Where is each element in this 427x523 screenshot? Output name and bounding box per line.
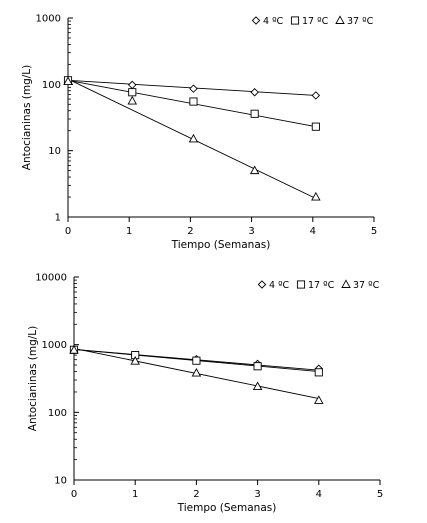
legend-marker-triangle <box>335 15 345 24</box>
y-axis-title: Antocianinas (mg/L) <box>27 326 39 431</box>
chart-bottom: 10 100 1000 10000 0 1 2 3 4 5 Tiempo (Semanas) Anto… <box>27 273 383 515</box>
legend-label: 4 ºC <box>269 280 290 291</box>
y-tick-label: 10 <box>48 146 61 157</box>
legend-label: 17 ºC <box>308 280 335 291</box>
data-point-triangle <box>188 133 199 143</box>
data-point-triangle <box>191 367 202 377</box>
y-tick-label: 1 <box>55 213 61 224</box>
y-tick-label: 100 <box>42 80 61 91</box>
legend-label: 17 ºC <box>302 16 329 27</box>
y-tick-label: 10000 <box>35 273 67 284</box>
data-point-diamond <box>189 84 198 93</box>
data-point-triangle <box>127 95 138 105</box>
x-tick-label: 1 <box>132 489 138 500</box>
x-axis-title: Tiempo (Semanas) <box>171 239 271 251</box>
data-point-triangle <box>249 165 260 175</box>
x-tick-label: 5 <box>377 489 383 500</box>
legend-marker-triangle <box>341 279 351 288</box>
data-point-square <box>253 362 262 371</box>
legend-marker-diamond <box>251 16 261 25</box>
data-point-triangle <box>311 191 321 201</box>
data-point-triangle <box>63 76 73 86</box>
y-tick-label: 1000 <box>36 14 61 25</box>
x-axis-title: Tiempo (Semanas) <box>177 502 277 514</box>
data-point-square <box>189 97 198 106</box>
legend-marker-diamond <box>257 280 267 289</box>
x-tick-label: 3 <box>248 226 254 237</box>
data-point-square <box>128 88 137 97</box>
legend-marker-square <box>290 16 300 25</box>
x-tick-label: 5 <box>371 226 377 237</box>
data-point-triangle <box>130 356 140 365</box>
y-tick-label: 100 <box>48 408 67 419</box>
data-point-diamond <box>311 91 321 100</box>
legend-marker-square <box>296 280 306 289</box>
data-point-triangle <box>252 381 263 391</box>
x-tick-label: 2 <box>187 226 193 237</box>
y-axis-title: Antocianinas (mg/L) <box>21 65 33 170</box>
legend-label: 37 ºC <box>353 280 380 291</box>
data-point-triangle <box>314 395 324 404</box>
legend-label: 4 ºC <box>263 16 284 27</box>
data-point-square <box>314 368 323 377</box>
x-tick-label: 4 <box>316 489 322 500</box>
y-tick-label: 10 <box>54 476 67 487</box>
x-tick-label: 0 <box>71 489 77 500</box>
x-tick-label: 3 <box>254 489 260 500</box>
x-tick-label: 4 <box>310 226 316 237</box>
data-point-square <box>192 356 201 365</box>
y-tick-label: 1000 <box>42 340 67 351</box>
data-point-diamond <box>128 80 137 90</box>
data-point-diamond <box>250 88 259 97</box>
legend-label: 37 ºC <box>347 16 374 27</box>
x-tick-label: 2 <box>193 489 199 500</box>
data-point-triangle <box>69 345 79 354</box>
x-tick-label: 1 <box>126 226 132 237</box>
x-tick-label: 0 <box>65 226 71 237</box>
data-point-square <box>311 122 320 131</box>
data-point-square <box>250 109 259 118</box>
